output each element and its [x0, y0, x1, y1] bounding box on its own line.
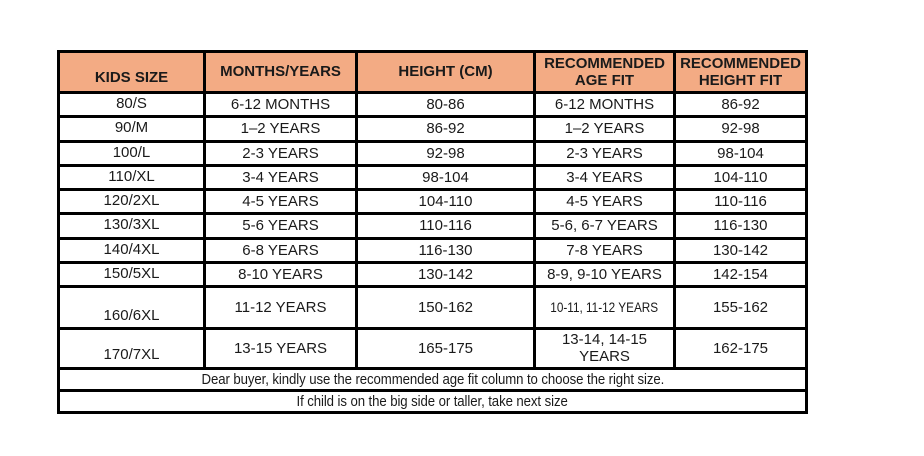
cell-months-years: 3-4 YEARS	[203, 163, 358, 192]
cell-age-fit: 13-14, 14-15 YEARS	[533, 327, 676, 370]
cell-months-years: 6-8 YEARS	[203, 236, 358, 264]
header-months-years: MONTHS/YEARS	[203, 50, 358, 94]
note-size-up-text: If child is on the big side or taller, t…	[296, 392, 569, 410]
cell-height-fit: 92-98	[673, 115, 808, 143]
table-row-80s: 80/S 6-12 MONTHS 80-86 6-12 MONTHS 86-92	[57, 90, 808, 119]
header-recommended-age-fit: RECOMMENDED AGE FIT	[533, 50, 676, 94]
cell-height-cm: 80-86	[355, 90, 536, 119]
cell-age-fit: 7-8 YEARS	[533, 236, 676, 264]
cell-height-fit: 142-154	[673, 260, 808, 289]
note-row-size-up: If child is on the big side or taller, t…	[57, 388, 808, 415]
cell-kids-size: 150/5XL	[57, 260, 206, 289]
cell-months-years: 13-15 YEARS	[203, 327, 358, 370]
table-row-120-2xl: 120/2XL 4-5 YEARS 104-110 4-5 YEARS 110-…	[57, 187, 808, 216]
note-age-fit-text: Dear buyer, kindly use the recommended a…	[201, 370, 664, 388]
age-fit-shrunk-text: 10-11, 11-12 YEARS	[550, 298, 659, 315]
table-row-100l: 100/L 2-3 YEARS 92-98 2-3 YEARS 98-104	[57, 139, 808, 167]
note-row-age-fit: Dear buyer, kindly use the recommended a…	[57, 366, 808, 392]
cell-height-fit: 155-162	[673, 285, 808, 330]
note-size-up: If child is on the big side or taller, t…	[57, 388, 808, 415]
cell-kids-size: 110/XL	[57, 163, 206, 192]
cell-height-fit: 130-142	[673, 236, 808, 264]
cell-height-cm: 98-104	[355, 163, 536, 192]
cell-height-cm: 150-162	[355, 285, 536, 330]
cell-age-fit: 8-9, 9-10 YEARS	[533, 260, 676, 289]
cell-age-fit: 4-5 YEARS	[533, 187, 676, 216]
cell-age-fit: 6-12 MONTHS	[533, 90, 676, 119]
cell-kids-size: 80/S	[57, 90, 206, 119]
cell-months-years: 8-10 YEARS	[203, 260, 358, 289]
table-row-90m: 90/M 1–2 YEARS 86-92 1–2 YEARS 92-98	[57, 115, 808, 143]
cell-age-fit: 1–2 YEARS	[533, 115, 676, 143]
cell-months-years: 4-5 YEARS	[203, 187, 358, 216]
cell-height-cm: 104-110	[355, 187, 536, 216]
cell-kids-size: 100/L	[57, 139, 206, 167]
cell-months-years: 6-12 MONTHS	[203, 90, 358, 119]
cell-height-cm: 92-98	[355, 139, 536, 167]
cell-kids-size: 90/M	[57, 115, 206, 143]
cell-months-years: 1–2 YEARS	[203, 115, 358, 143]
table-row-150-5xl: 150/5XL 8-10 YEARS 130-142 8-9, 9-10 YEA…	[57, 260, 808, 289]
table-row-160-6xl: 160/6XL 11-12 YEARS 150-162 10-11, 11-12…	[57, 285, 808, 330]
cell-height-fit: 98-104	[673, 139, 808, 167]
cell-age-fit: 2-3 YEARS	[533, 139, 676, 167]
cell-age-fit: 5-6, 6-7 YEARS	[533, 212, 676, 240]
cell-height-fit: 162-175	[673, 327, 808, 370]
cell-height-fit: 116-130	[673, 212, 808, 240]
header-recommended-height-fit: RECOMMENDED HEIGHT FIT	[673, 50, 808, 94]
header-height-cm: HEIGHT (CM)	[355, 50, 536, 94]
cell-months-years: 2-3 YEARS	[203, 139, 358, 167]
cell-months-years: 11-12 YEARS	[203, 285, 358, 330]
cell-age-fit: 3-4 YEARS	[533, 163, 676, 192]
cell-height-cm: 130-142	[355, 260, 536, 289]
note-age-fit: Dear buyer, kindly use the recommended a…	[57, 366, 808, 392]
table-row-110xl: 110/XL 3-4 YEARS 98-104 3-4 YEARS 104-11…	[57, 163, 808, 192]
cell-kids-size: 130/3XL	[57, 212, 206, 240]
kids-size-chart-table: KIDS SIZE MONTHS/YEARS HEIGHT (CM) RECOM…	[57, 50, 808, 415]
cell-height-fit: 86-92	[673, 90, 808, 119]
cell-kids-size: 160/6XL	[57, 285, 206, 330]
cell-height-cm: 116-130	[355, 236, 536, 264]
cell-age-fit: 10-11, 11-12 YEARS	[533, 285, 676, 330]
cell-height-cm: 110-116	[355, 212, 536, 240]
header-kids-size: KIDS SIZE	[57, 50, 206, 94]
cell-height-cm: 165-175	[355, 327, 536, 370]
header-row: KIDS SIZE MONTHS/YEARS HEIGHT (CM) RECOM…	[57, 50, 808, 94]
cell-months-years: 5-6 YEARS	[203, 212, 358, 240]
cell-height-fit: 104-110	[673, 163, 808, 192]
cell-kids-size: 120/2XL	[57, 187, 206, 216]
cell-height-cm: 86-92	[355, 115, 536, 143]
table-row-140-4xl: 140/4XL 6-8 YEARS 116-130 7-8 YEARS 130-…	[57, 236, 808, 264]
cell-kids-size: 140/4XL	[57, 236, 206, 264]
table-row-130-3xl: 130/3XL 5-6 YEARS 110-116 5-6, 6-7 YEARS…	[57, 212, 808, 240]
table-row-170-7xl: 170/7XL 13-15 YEARS 165-175 13-14, 14-15…	[57, 327, 808, 370]
cell-height-fit: 110-116	[673, 187, 808, 216]
cell-kids-size: 170/7XL	[57, 327, 206, 370]
